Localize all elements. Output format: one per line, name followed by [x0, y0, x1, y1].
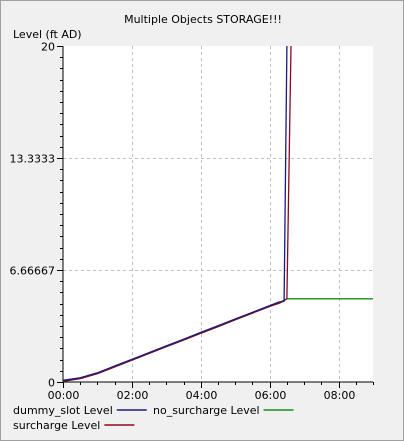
legend-label-surcharge-level: surcharge Level: [13, 419, 100, 432]
x-ticks: 00:00 02:00 04:00 06:00 08:00: [48, 382, 374, 402]
y-tick-label: 6.66667: [10, 265, 56, 278]
legend-label-no-surcharge-level: no_surcharge Level: [153, 404, 260, 417]
y-tick-label: 20: [41, 41, 55, 54]
y-tick-label: 0: [48, 377, 55, 390]
plot-area: [63, 46, 373, 382]
y-axis-label: Level (ft AD): [13, 28, 82, 41]
y-minor-ticks: [60, 46, 63, 383]
legend: dummy_slot Level no_surcharge Level surcha…: [13, 404, 294, 432]
x-tick-label: 06:00: [255, 389, 287, 402]
y-tick-label: 13.3333: [10, 153, 56, 166]
series: [62, 45, 373, 382]
chart-title: Multiple Objects STORAGE!!!: [124, 13, 282, 26]
x-tick-label: 00:00: [48, 389, 80, 402]
x-tick-label: 04:00: [186, 389, 218, 402]
x-tick-label: 08:00: [324, 389, 356, 402]
x-tick-label: 02:00: [117, 389, 149, 402]
grid: [63, 46, 373, 382]
series-line-surcharge-level: [62, 45, 292, 382]
series-line-dummy-slot-level: [62, 45, 288, 381]
legend-label-dummy-slot-level: dummy_slot Level: [13, 404, 113, 417]
y-ticks: 0 6.66667 13.3333 20: [10, 41, 63, 390]
